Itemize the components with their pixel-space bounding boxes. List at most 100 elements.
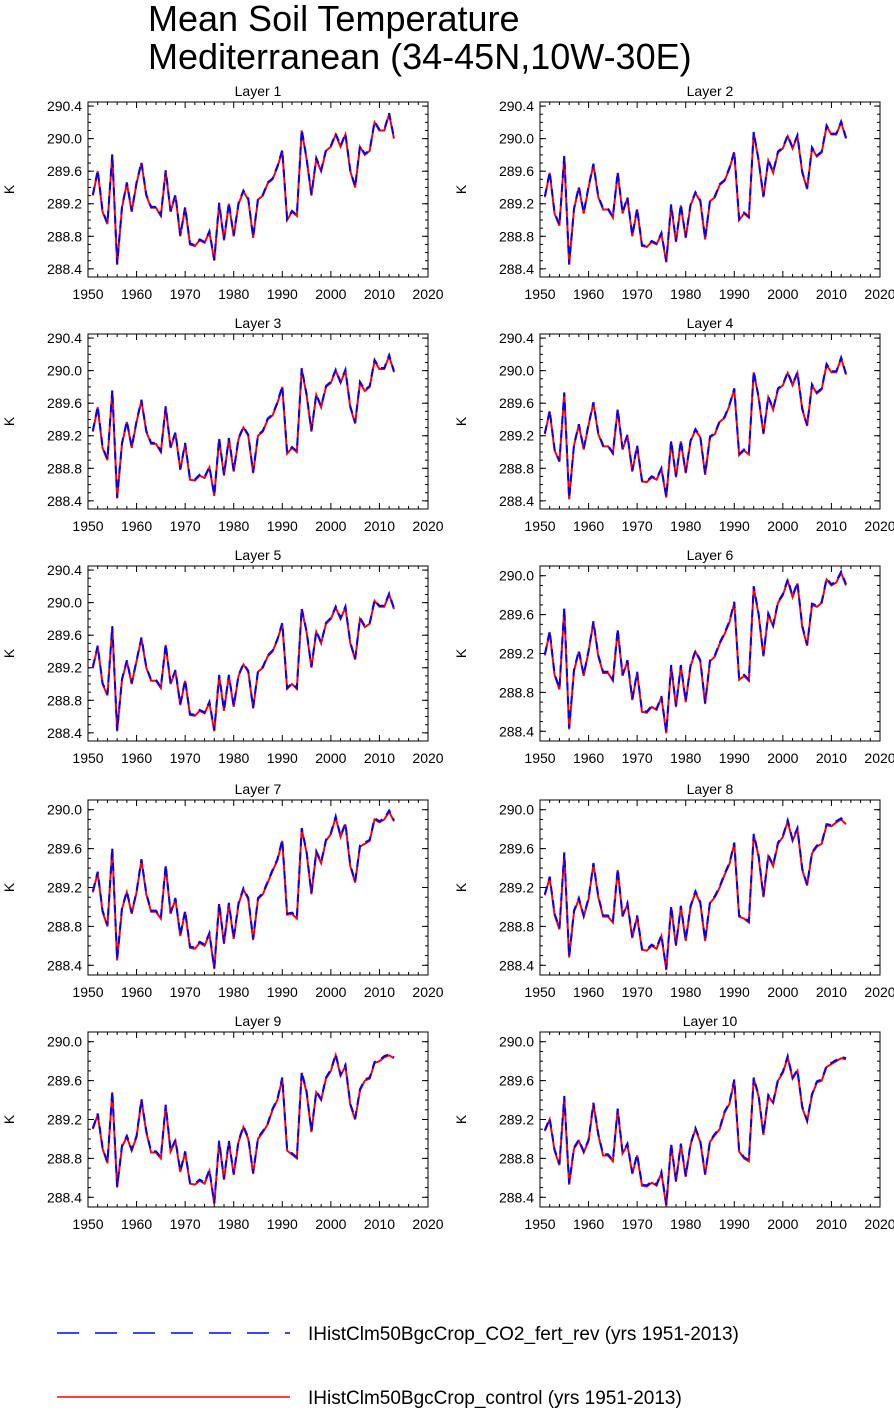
y-tick-label: 289.2	[47, 1112, 82, 1128]
y-tick-label: 290.0	[47, 1034, 82, 1050]
x-tick-label: 1990	[267, 286, 298, 302]
x-tick-label: 2020	[864, 518, 894, 534]
y-axis-label: K	[1, 184, 17, 194]
series-line-co2-fert-rev	[543, 816, 847, 970]
x-tick-label: 1980	[218, 286, 249, 302]
chart-title-line-2: Mediterranean (34-45N,10W-30E)	[148, 36, 692, 77]
plot-frame	[87, 565, 429, 742]
y-tick-label: 288.8	[499, 460, 534, 476]
y-tick-label: 289.6	[47, 841, 82, 857]
y-tick-label: 288.4	[47, 261, 82, 277]
x-tick-label: 1990	[719, 518, 750, 534]
x-tick-label: 1950	[72, 1216, 103, 1232]
x-tick-label: 2020	[864, 1216, 894, 1232]
y-tick-label: 289.2	[47, 880, 82, 896]
y-tick-label: 290.0	[499, 802, 534, 818]
x-tick-label: 1960	[121, 518, 152, 534]
x-tick-label: 1990	[719, 984, 750, 1000]
y-axis-label: K	[1, 1114, 17, 1124]
y-tick-label: 288.8	[47, 228, 82, 244]
y-tick-label: 289.2	[47, 428, 82, 444]
y-tick-label: 288.4	[47, 957, 82, 973]
x-tick-label: 1970	[622, 1216, 653, 1232]
x-tick-label: 1950	[72, 750, 103, 766]
chart-title-line-1: Mean Soil Temperature	[148, 0, 520, 39]
y-tick-label: 289.2	[499, 196, 534, 212]
y-tick-label: 288.4	[499, 957, 534, 973]
x-tick-label: 1970	[170, 984, 201, 1000]
legend-label-co2-fert-rev: IHistClm50BgcCrop_CO2_fert_rev (yrs 1951…	[308, 1324, 739, 1345]
y-tick-label: 290.0	[499, 568, 534, 584]
plot-frame	[87, 333, 429, 510]
y-axis-label: K	[453, 648, 469, 658]
x-tick-label: 1950	[72, 286, 103, 302]
y-tick-label: 288.8	[499, 684, 534, 700]
y-tick-label: 288.8	[499, 228, 534, 244]
x-tick-label: 2010	[816, 984, 847, 1000]
y-tick-label: 289.6	[47, 163, 82, 179]
y-tick-label: 289.6	[499, 163, 534, 179]
x-tick-label: 2020	[412, 518, 443, 534]
y-tick-label: 289.2	[47, 196, 82, 212]
x-tick-label: 1990	[719, 750, 750, 766]
x-tick-label: 1980	[218, 750, 249, 766]
x-tick-label: 2010	[364, 286, 395, 302]
series-line-co2-fert-rev	[543, 118, 847, 264]
y-axis-label: K	[453, 882, 469, 892]
x-tick-label: 1960	[573, 286, 604, 302]
x-tick-label: 1960	[121, 750, 152, 766]
y-tick-label: 290.0	[47, 131, 82, 147]
x-tick-label: 2010	[364, 1216, 395, 1232]
x-tick-label: 2000	[315, 1216, 346, 1232]
x-tick-label: 1990	[267, 750, 298, 766]
panel-5: Layer 5 K 1950 1960 1970 1980 1990 2000 2010 2020…	[1, 547, 444, 766]
y-tick-label: 289.6	[47, 395, 82, 411]
x-tick-label: 1960	[573, 750, 604, 766]
y-tick-label: 289.2	[499, 428, 534, 444]
x-tick-label: 2020	[864, 286, 894, 302]
x-tick-label: 1970	[622, 518, 653, 534]
x-tick-label: 1950	[72, 984, 103, 1000]
y-tick-label: 288.8	[47, 460, 82, 476]
x-tick-label: 2000	[315, 518, 346, 534]
y-tick-label: 289.2	[499, 880, 534, 896]
y-tick-label: 290.0	[499, 363, 534, 379]
y-tick-label: 288.8	[47, 692, 82, 708]
y-tick-label: 289.6	[47, 1073, 82, 1089]
x-tick-label: 1970	[170, 750, 201, 766]
y-tick-label: 290.4	[499, 330, 534, 346]
y-tick-label: 288.4	[499, 1189, 534, 1205]
y-tick-label: 288.4	[499, 261, 534, 277]
series-line-co2-fert-rev	[543, 354, 847, 499]
x-tick-label: 1990	[719, 1216, 750, 1232]
x-tick-label: 1950	[524, 750, 555, 766]
panel-3: Layer 3 K 1950 1960 1970 1980 1990 2000 2010 2020…	[1, 315, 444, 534]
y-tick-label: 289.6	[499, 1073, 534, 1089]
x-tick-label: 1980	[670, 286, 701, 302]
x-tick-label: 1960	[573, 984, 604, 1000]
x-tick-label: 1950	[524, 984, 555, 1000]
panel-title: Layer 9	[235, 1013, 282, 1029]
y-tick-label: 289.6	[499, 607, 534, 623]
y-tick-label: 289.6	[499, 841, 534, 857]
y-tick-label: 288.4	[47, 725, 82, 741]
x-tick-label: 1970	[622, 750, 653, 766]
x-tick-label: 1950	[524, 1216, 555, 1232]
y-axis-label: K	[1, 648, 17, 658]
x-tick-label: 1980	[218, 518, 249, 534]
x-tick-label: 2010	[816, 518, 847, 534]
x-tick-label: 1990	[719, 286, 750, 302]
panel-2: Layer 2 K 1950 1960 1970 1980 1990 2000 2010 2020…	[453, 83, 894, 302]
x-tick-label: 1950	[524, 286, 555, 302]
panel-7: Layer 7 K 1950 1960 1970 1980 1990 2000 2010 2020…	[1, 781, 444, 1000]
series-line-co2-fert-rev	[91, 808, 395, 969]
y-tick-label: 288.8	[47, 1150, 82, 1166]
y-tick-label: 289.2	[47, 660, 82, 676]
x-tick-label: 1970	[170, 518, 201, 534]
panel-title: Layer 6	[687, 547, 734, 563]
x-tick-label: 1980	[670, 518, 701, 534]
x-tick-label: 2020	[412, 1216, 443, 1232]
y-tick-label: 289.6	[47, 627, 82, 643]
x-tick-label: 1960	[573, 1216, 604, 1232]
